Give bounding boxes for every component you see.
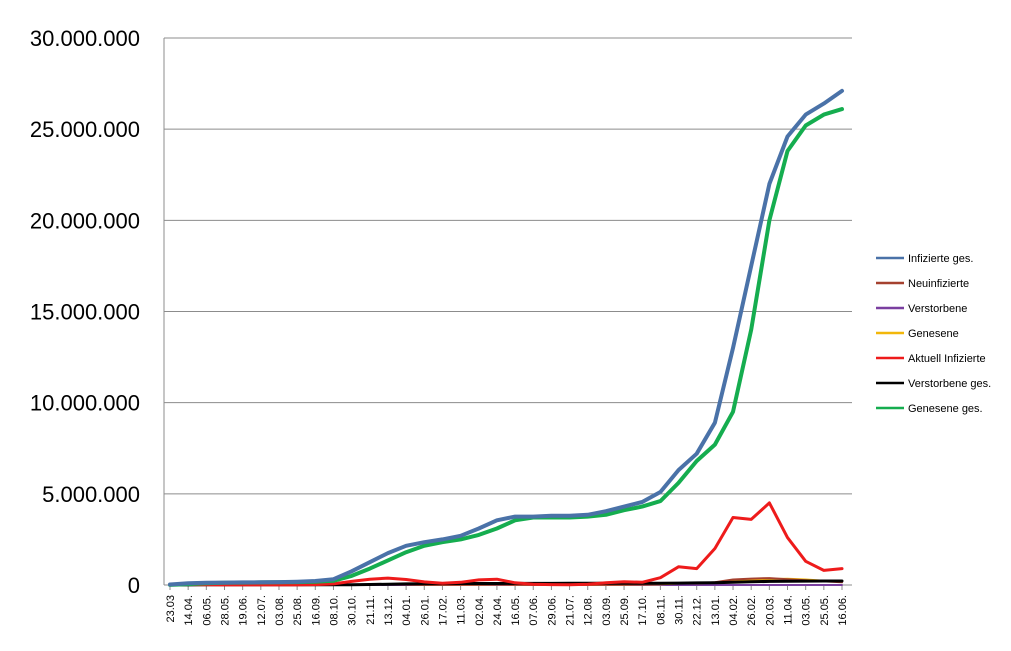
x-tick-label: 17.10. bbox=[637, 595, 649, 626]
x-tick-label: 26.02. bbox=[746, 595, 758, 626]
x-tick-label: 25.05. bbox=[819, 595, 831, 626]
x-tick-label: 02.04. bbox=[474, 595, 486, 626]
x-tick-label: 24.04. bbox=[492, 595, 504, 626]
x-tick-label: 03.09. bbox=[601, 595, 613, 626]
x-tick-label: 16.09. bbox=[310, 595, 322, 626]
x-tick-label: 08.11. bbox=[655, 595, 667, 625]
x-tick-label: 19.06. bbox=[238, 595, 250, 626]
y-tick-label: 20.000.000 bbox=[30, 208, 140, 233]
legend-label: Neuinfizierte bbox=[908, 278, 969, 290]
x-tick-label: 08.10. bbox=[328, 595, 340, 626]
x-tick-label: 20.03. bbox=[764, 595, 776, 626]
x-tick-label: 21.07. bbox=[565, 595, 577, 626]
legend-label: Verstorbene ges. bbox=[908, 378, 991, 390]
x-tick-label: 26.01. bbox=[419, 595, 431, 626]
x-tick-label: 16.06. bbox=[837, 595, 849, 626]
x-tick-label: 14.04. bbox=[183, 595, 195, 626]
x-tick-label: 04.01. bbox=[401, 595, 413, 626]
y-axis-labels: 0 5.000.000 10.000.000 15.000.000 20.000.000… bbox=[30, 26, 140, 598]
y-tick-label: 10.000.000 bbox=[30, 391, 140, 416]
series-lines bbox=[168, 88, 844, 587]
x-tick-label: 17.02. bbox=[437, 595, 449, 626]
x-tick-label: 03.08. bbox=[274, 595, 286, 626]
legend-label: Verstorbene bbox=[908, 303, 967, 315]
y-tick-label: 25.000.000 bbox=[30, 117, 140, 142]
x-tick-label: 25.09. bbox=[619, 595, 631, 626]
x-tick-label: 11.04. bbox=[783, 595, 795, 625]
x-tick-label: 23.03 bbox=[165, 595, 177, 623]
legend: Infizierte ges. Neuinfizierte Verstorbene G… bbox=[876, 253, 991, 415]
x-tick-label: 30.11. bbox=[674, 595, 686, 625]
y-tick-label: 5.000.000 bbox=[42, 482, 140, 507]
x-tick-label: 12.08. bbox=[583, 595, 595, 626]
gridlines bbox=[163, 37, 852, 586]
x-tick-label: 11.03. bbox=[456, 595, 468, 625]
x-axis-labels: 23.03 14.04. 06.05. 28.05. 19.06. 12.07. 03.08… bbox=[165, 585, 849, 626]
legend-label: Genesene bbox=[908, 328, 959, 340]
series-line-genesene-ges bbox=[168, 107, 844, 587]
x-tick-label: 30.10. bbox=[347, 595, 359, 626]
y-tick-label: 15.000.000 bbox=[30, 300, 140, 325]
legend-label: Genesene ges. bbox=[908, 403, 983, 415]
x-tick-label: 21.11. bbox=[365, 595, 377, 625]
series-line-aktuell-infizierte bbox=[168, 501, 844, 587]
x-tick-label: 06.05. bbox=[201, 595, 213, 626]
x-tick-label: 03.05. bbox=[801, 595, 813, 626]
series-line-infizierte-ges bbox=[168, 88, 844, 587]
x-tick-label: 07.06. bbox=[528, 595, 540, 626]
x-tick-label: 13.12. bbox=[383, 595, 395, 626]
x-tick-label: 12.07. bbox=[256, 595, 268, 626]
x-tick-label: 13.01. bbox=[710, 595, 722, 626]
y-tick-label: 30.000.000 bbox=[30, 26, 140, 51]
x-tick-label: 04.02. bbox=[728, 595, 740, 626]
x-tick-label: 16.05. bbox=[510, 595, 522, 626]
legend-label: Aktuell Infizierte bbox=[908, 353, 986, 365]
x-tick-label: 22.12. bbox=[692, 595, 704, 626]
y-tick-label: 0 bbox=[128, 573, 140, 598]
x-tick-label: 28.05. bbox=[219, 595, 231, 626]
x-tick-label: 25.08. bbox=[292, 595, 304, 626]
x-tick-label: 29.06. bbox=[546, 595, 558, 626]
legend-label: Infizierte ges. bbox=[908, 253, 973, 265]
